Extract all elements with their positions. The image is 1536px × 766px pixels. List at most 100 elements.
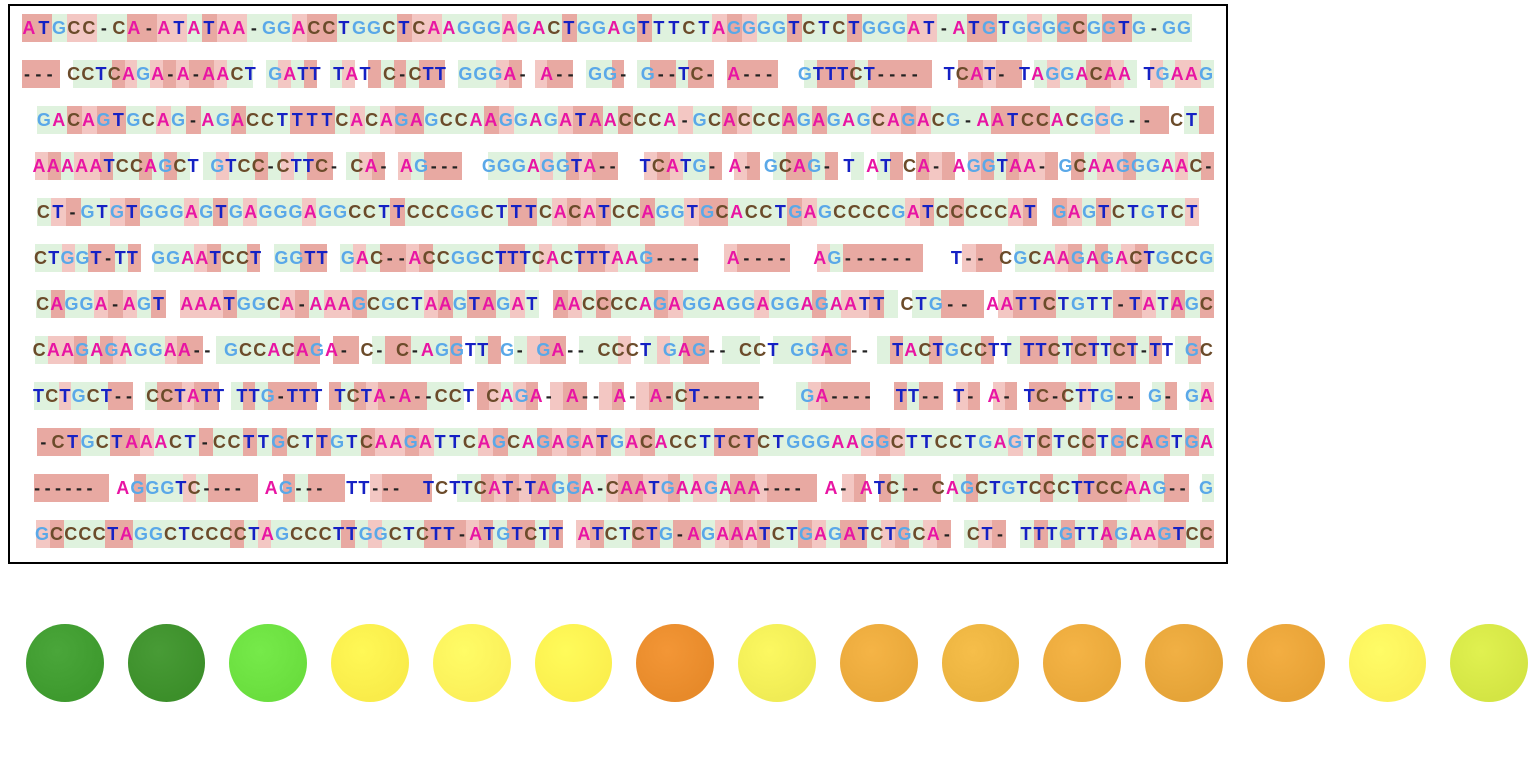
base-char: C (547, 16, 562, 40)
base-char: - (691, 246, 703, 270)
base-char (529, 62, 540, 86)
base-char: - (515, 338, 526, 362)
base-char: G (130, 476, 145, 500)
base-char: A (484, 108, 499, 132)
base-char: A (540, 62, 554, 86)
base-char: - (397, 62, 408, 86)
base-char: G (500, 338, 515, 362)
base-char: T (95, 200, 110, 224)
base-char (753, 154, 764, 178)
base-char: G (453, 292, 468, 316)
base-char: G (134, 522, 149, 546)
base-char: C (684, 430, 699, 454)
base-char: T (1185, 108, 1200, 132)
base-char: A (663, 108, 678, 132)
base-char: C (246, 108, 261, 132)
base-char: G (466, 246, 481, 270)
base-char (412, 476, 422, 500)
base-char: A (1057, 246, 1071, 270)
base-char: C (82, 16, 97, 40)
base-char: A (812, 108, 827, 132)
base-char: C (276, 154, 290, 178)
base-char: A (727, 246, 741, 270)
base-char: G (1052, 200, 1067, 224)
base-char (1013, 384, 1024, 408)
base-char: T (571, 154, 583, 178)
base-char: G (318, 200, 333, 224)
base-char: A (503, 62, 517, 86)
base-char: - (576, 338, 587, 362)
base-char: C (389, 522, 403, 546)
base-char: C (901, 292, 915, 316)
base-char: T (37, 16, 52, 40)
base-char: G (1100, 246, 1115, 270)
base-char (22, 476, 32, 500)
base-char: A (532, 16, 547, 40)
base-char: A (730, 200, 745, 224)
base-char (475, 384, 486, 408)
base-char: T (652, 16, 667, 40)
base-char: - (931, 384, 942, 408)
base-char: T (477, 338, 489, 362)
base-char: T (1185, 200, 1200, 224)
base-char: A (127, 16, 142, 40)
base-char (22, 384, 33, 408)
base-char: G (458, 62, 473, 86)
base-char: T (933, 338, 945, 362)
base-char: - (656, 62, 667, 86)
alignment-row-text: CT-GTGTGGGAGTGAGGGAGGCCTTCCCGGCTTTCACATC… (22, 200, 1214, 224)
base-char: A (265, 476, 279, 500)
base-char: C (1113, 338, 1127, 362)
base-char: - (866, 246, 878, 270)
alignment-row-text: GCCCCTAGGCTCCCCTAGCCCTTGGCTCTT-ATGTCTT A… (22, 522, 1214, 546)
base-char: - (1115, 384, 1126, 408)
base-char: - (1204, 154, 1215, 178)
base-char: T (495, 200, 510, 224)
base-char: A (712, 292, 726, 316)
base-char: - (276, 384, 287, 408)
base-char: T (1084, 476, 1096, 500)
base-char: A (281, 292, 295, 316)
base-char: T (511, 522, 524, 546)
base-char: T (640, 154, 652, 178)
color-circle (942, 624, 1020, 702)
base-char: - (705, 62, 716, 86)
base-char (340, 154, 351, 178)
base-char (22, 108, 37, 132)
base-char: C (67, 108, 82, 132)
base-char: C (112, 16, 127, 40)
base-char: A (442, 16, 457, 40)
base-char: A (668, 292, 682, 316)
base-char: - (381, 476, 391, 500)
base-char: C (480, 200, 495, 224)
base-char: G (1114, 522, 1129, 546)
base-char: C (261, 108, 276, 132)
base-char: A (151, 62, 165, 86)
base-char: T (1128, 292, 1142, 316)
base-char: A (178, 338, 192, 362)
base-char: T (825, 62, 837, 86)
base-char: A (687, 522, 701, 546)
base-char: A (581, 476, 595, 500)
base-char: T (201, 384, 213, 408)
base-char: A (917, 154, 931, 178)
base-char: C (160, 384, 174, 408)
base-char: - (920, 384, 931, 408)
base-char: C (1038, 430, 1053, 454)
base-char: C (1067, 430, 1082, 454)
base-char: C (633, 108, 648, 132)
base-char: T (597, 200, 612, 224)
base-char: - (203, 338, 214, 362)
base-char: C (416, 522, 430, 546)
base-char: G (536, 338, 551, 362)
base-char: G (945, 338, 960, 362)
base-char: A (410, 108, 425, 132)
base-char (801, 246, 813, 270)
base-char: A (425, 292, 439, 316)
base-char: - (900, 476, 910, 500)
base-char (372, 62, 383, 86)
base-char: - (707, 154, 718, 178)
base-char: - (1147, 16, 1162, 40)
base-char: A (181, 246, 195, 270)
base-char: G (692, 338, 707, 362)
